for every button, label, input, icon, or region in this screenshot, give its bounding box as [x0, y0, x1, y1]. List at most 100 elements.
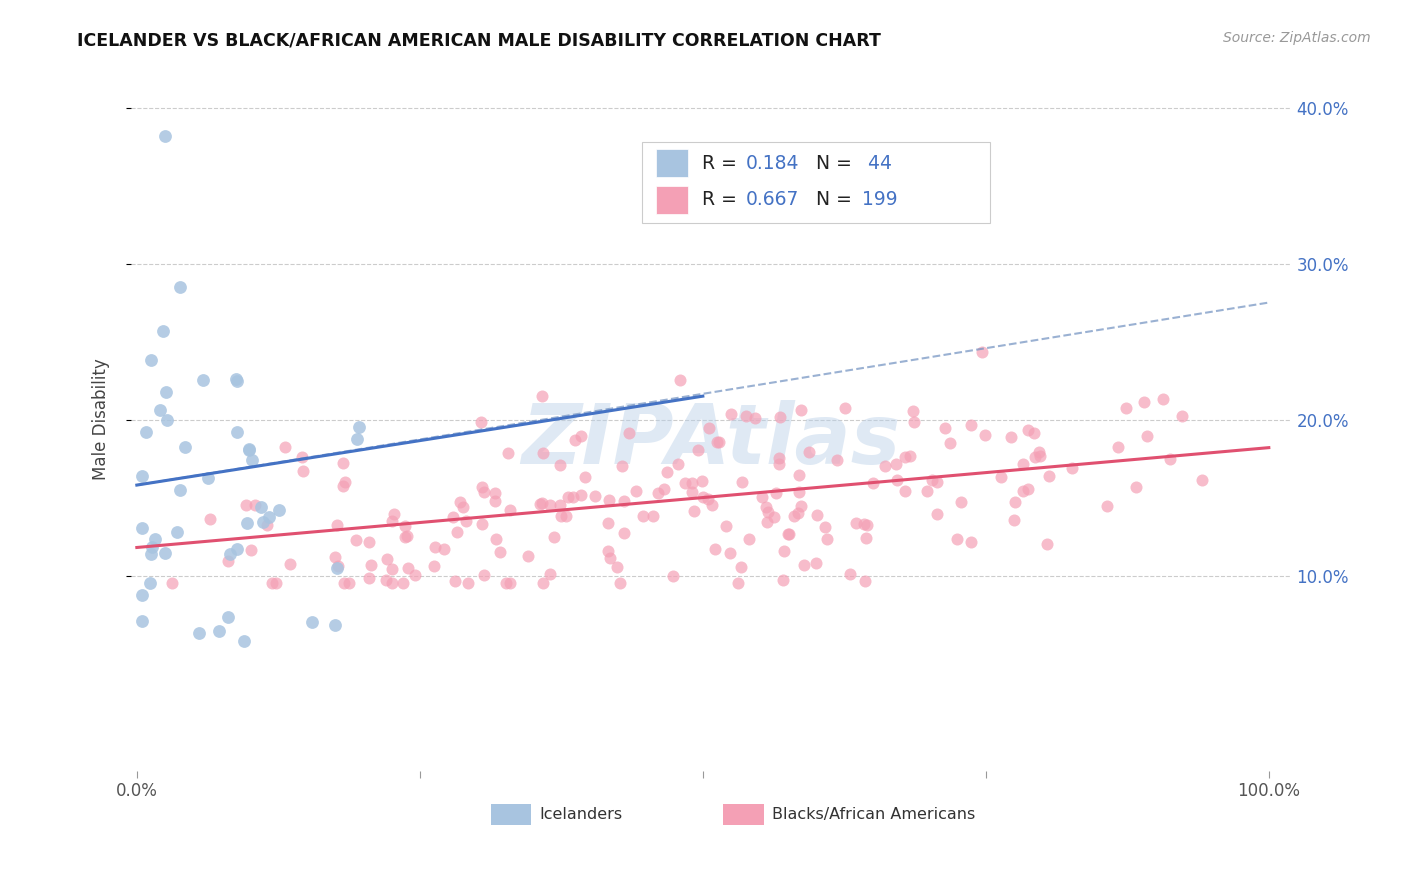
Point — [690, 475, 713, 489]
Point — [692, 490, 714, 504]
Point — [198, 512, 221, 526]
Point — [647, 486, 669, 500]
Point — [946, 532, 969, 546]
Point — [347, 419, 370, 434]
Point — [516, 549, 538, 563]
Point — [135, 425, 157, 440]
Point — [538, 567, 561, 582]
Point — [756, 515, 779, 529]
Point — [599, 551, 621, 566]
Point — [191, 373, 214, 387]
Point — [855, 531, 877, 545]
Point — [1012, 483, 1035, 498]
Point — [278, 558, 301, 572]
Text: ZIPAtlas: ZIPAtlas — [522, 401, 901, 481]
Point — [609, 576, 631, 591]
Point — [326, 558, 349, 573]
Point — [235, 498, 257, 512]
Point — [149, 403, 172, 417]
Point — [323, 618, 346, 632]
Point — [606, 560, 628, 574]
Point — [155, 384, 177, 399]
Point — [333, 576, 356, 591]
Point — [269, 502, 291, 516]
Point — [1095, 500, 1118, 514]
Point — [624, 483, 647, 498]
Point — [337, 576, 360, 591]
Point — [1028, 444, 1050, 458]
Point — [381, 576, 404, 591]
Point — [433, 542, 456, 557]
Point — [143, 532, 166, 546]
Point — [274, 441, 297, 455]
Point — [375, 574, 398, 588]
Point — [169, 483, 191, 498]
Point — [131, 588, 153, 602]
Point — [226, 374, 249, 388]
Point — [783, 508, 806, 523]
Point — [346, 432, 368, 446]
Point — [131, 614, 153, 628]
Text: Blacks/African Americans: Blacks/African Americans — [772, 806, 974, 822]
Point — [141, 541, 163, 555]
Point — [291, 450, 314, 464]
Point — [496, 445, 519, 459]
Point — [531, 446, 554, 460]
Point — [391, 576, 413, 591]
Point — [564, 433, 586, 447]
Point — [531, 496, 554, 510]
Text: Source: ZipAtlas.com: Source: ZipAtlas.com — [1223, 31, 1371, 45]
Point — [574, 470, 596, 484]
Point — [1136, 429, 1159, 443]
Point — [756, 505, 779, 519]
Point — [1017, 423, 1039, 437]
Point — [550, 508, 572, 523]
Point — [441, 510, 464, 524]
Point — [700, 498, 723, 512]
Point — [1191, 473, 1213, 487]
Point — [894, 483, 917, 498]
Point — [921, 473, 943, 487]
Point — [153, 128, 176, 143]
Point — [939, 436, 962, 450]
Point — [787, 507, 810, 521]
Point — [166, 524, 188, 539]
Point — [773, 544, 796, 558]
Point — [763, 510, 786, 524]
Point — [778, 526, 800, 541]
Point — [613, 525, 636, 540]
Point — [787, 467, 810, 482]
Point — [488, 545, 510, 559]
Point — [769, 409, 792, 424]
Point — [188, 626, 211, 640]
Point — [1017, 483, 1039, 497]
Point — [375, 552, 398, 566]
Point — [735, 409, 758, 423]
Point — [853, 574, 876, 589]
Point — [360, 558, 382, 572]
Point — [444, 574, 467, 588]
Point — [1004, 495, 1026, 509]
Point — [1159, 452, 1181, 467]
Point — [706, 435, 728, 450]
Point — [217, 610, 239, 624]
Point — [529, 497, 551, 511]
Point — [472, 568, 495, 582]
Point — [686, 442, 709, 457]
Point — [236, 516, 259, 530]
Point — [332, 456, 354, 470]
Point — [531, 576, 554, 591]
Point — [260, 576, 283, 591]
Point — [778, 527, 800, 541]
Point — [1060, 461, 1083, 475]
Point — [240, 543, 263, 558]
Point — [772, 573, 794, 587]
Point — [730, 560, 752, 574]
Point — [226, 541, 249, 556]
Point — [152, 324, 174, 338]
Point — [456, 514, 478, 528]
Point — [138, 575, 160, 590]
Point — [131, 469, 153, 483]
Point — [423, 540, 446, 554]
Point — [225, 372, 247, 386]
